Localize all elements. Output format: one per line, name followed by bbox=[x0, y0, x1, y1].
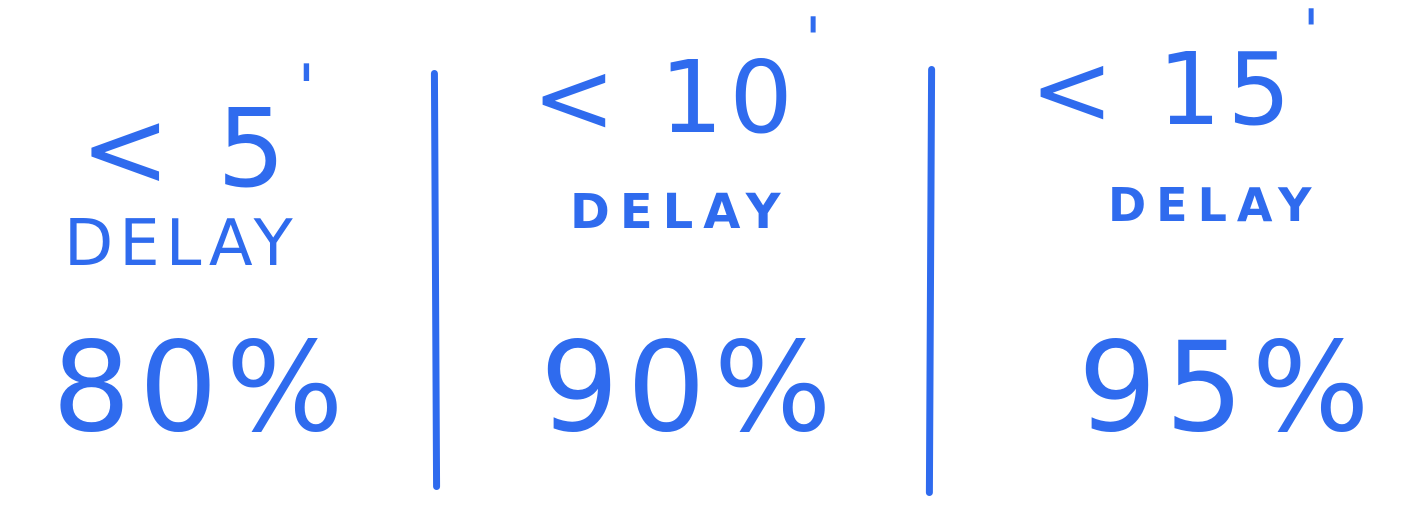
percentage-value: 95% bbox=[1078, 316, 1378, 460]
column-under-5-min: < 5' DELAY 80% bbox=[40, 0, 420, 512]
column-divider bbox=[925, 65, 936, 497]
percentage-value: 80% bbox=[52, 316, 352, 460]
threshold-label: < 15 ' bbox=[1030, 0, 1326, 148]
percentage-value: 90% bbox=[540, 316, 840, 460]
column-under-15-min: < 15 ' DELAY 95% bbox=[960, 0, 1390, 512]
minutes-prime-mark: ' bbox=[1302, 0, 1326, 67]
delay-label: DELAY bbox=[570, 184, 791, 240]
column-divider bbox=[430, 69, 441, 491]
threshold-label: < 10 ' bbox=[532, 5, 828, 156]
column-under-10-min: < 10 ' DELAY 90% bbox=[470, 0, 910, 512]
threshold-label: < 5' bbox=[80, 52, 322, 212]
delay-label: DELAY bbox=[1108, 178, 1322, 232]
minutes-prime-mark: ' bbox=[804, 5, 828, 75]
minutes-prime-mark: ' bbox=[297, 52, 322, 127]
delay-label: DELAY bbox=[64, 207, 299, 281]
